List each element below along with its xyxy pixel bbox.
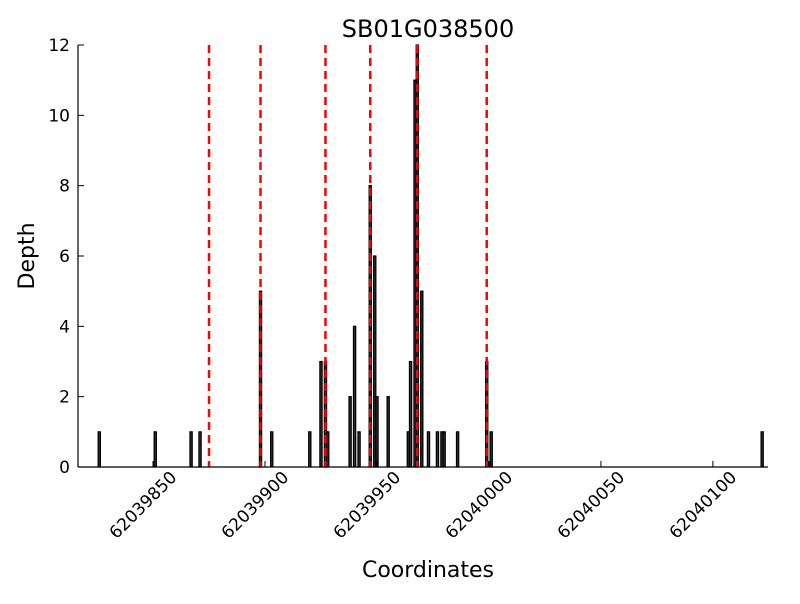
bar-21 xyxy=(420,290,424,468)
bar-5 xyxy=(269,431,274,468)
y-axis-label: Depth xyxy=(15,222,40,289)
x-axis-label: Coordinates xyxy=(362,558,494,583)
bar-6 xyxy=(308,431,312,468)
y-tick-label-4: 8 xyxy=(59,177,70,197)
bar-28 xyxy=(489,431,493,468)
y-tick-label-1: 2 xyxy=(59,388,70,408)
bar-9 xyxy=(325,431,330,468)
x-tick-label-0: 62039850 xyxy=(106,468,181,543)
bar-3 xyxy=(198,431,202,468)
y-tick-label-5: 10 xyxy=(48,106,70,126)
y-tick-label-0: 0 xyxy=(59,458,70,478)
y-tick-label-6: 12 xyxy=(48,36,70,56)
bar-22 xyxy=(426,431,431,468)
x-tick-label-1: 62039900 xyxy=(218,468,293,543)
x-tick-label-2: 62039950 xyxy=(330,468,405,543)
bar-10 xyxy=(348,396,352,468)
x-tick-label-3: 62040000 xyxy=(442,468,517,543)
bar-18 xyxy=(408,360,413,468)
chart-title: SB01G038500 xyxy=(342,15,514,43)
bar-1 xyxy=(153,431,157,468)
bar-12 xyxy=(357,431,361,468)
x-tick-label-4: 62040050 xyxy=(554,468,629,543)
bar-23 xyxy=(435,431,440,468)
bar-7 xyxy=(319,360,323,468)
x-tick-label-5: 62040100 xyxy=(666,468,741,543)
y-tick-label-3: 6 xyxy=(59,247,70,267)
bar-26 xyxy=(455,431,460,468)
bar-2 xyxy=(189,431,193,468)
bar-15 xyxy=(375,396,379,468)
bar-0 xyxy=(97,431,101,468)
bar-25 xyxy=(442,431,446,468)
bar-16 xyxy=(386,396,390,468)
bar-11 xyxy=(352,325,357,468)
bar-29 xyxy=(760,431,764,468)
y-tick-label-2: 4 xyxy=(59,317,70,337)
